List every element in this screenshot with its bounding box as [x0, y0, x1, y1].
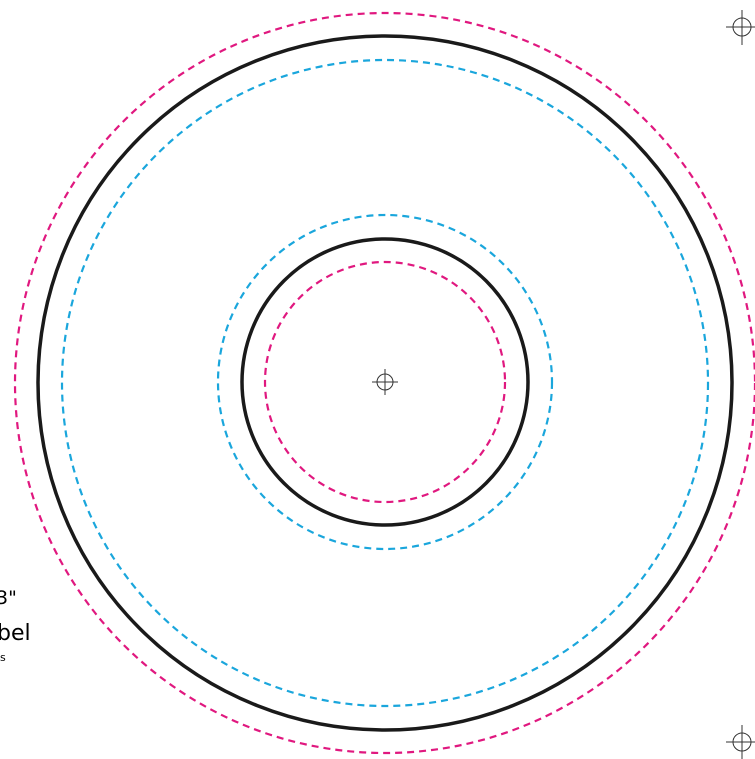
outer-bleed-line [14, 12, 755, 754]
center-mark [372, 369, 398, 395]
outer-safe-line [60, 58, 710, 708]
inner-safe-line [216, 213, 554, 551]
rings [14, 12, 755, 754]
label-title: bel [0, 621, 31, 646]
inner-bleed-line [263, 260, 507, 504]
outer-trim-line [36, 34, 734, 732]
label-note: s [0, 651, 6, 664]
inner-trim-line [240, 237, 530, 527]
registration-top [726, 10, 755, 45]
size-label: 3" [0, 587, 17, 609]
registration-bottom [726, 725, 755, 759]
